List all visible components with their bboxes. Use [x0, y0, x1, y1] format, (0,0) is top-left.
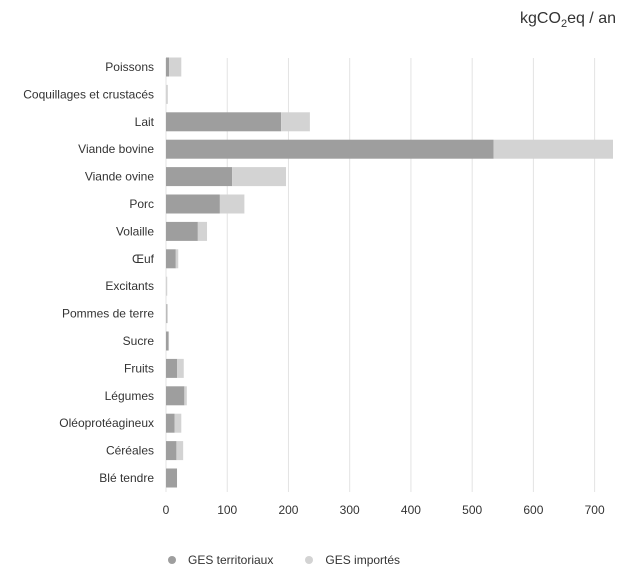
- category-label: Poissons: [105, 60, 154, 74]
- x-axis-tick-labels: 0 100 200 300 400 500 600 700: [163, 503, 605, 517]
- legend-swatch-imported: [305, 556, 314, 564]
- x-tick-label: 600: [523, 503, 543, 517]
- bar-imported: [219, 194, 245, 214]
- bar-imported: [168, 331, 170, 351]
- bar-imported: [184, 386, 187, 406]
- bar-territorial: [166, 249, 176, 269]
- bar-territorial: [166, 413, 175, 433]
- legend-label-imported: GES importés: [325, 553, 401, 567]
- legend-item-imported: GES importés: [305, 553, 400, 567]
- bar-imported: [177, 358, 184, 378]
- legend: GES territoriaux GES importés: [168, 553, 432, 567]
- category-label: Blé tendre: [99, 471, 154, 485]
- category-label: Viande bovine: [78, 142, 154, 156]
- bars-group: [166, 57, 613, 488]
- category-label: Légumes: [105, 389, 154, 403]
- x-tick-label: 400: [401, 503, 421, 517]
- bar-territorial: [166, 386, 185, 406]
- bar-imported: [169, 57, 182, 77]
- x-tick-label: 100: [217, 503, 237, 517]
- category-label: Pommes de terre: [62, 307, 154, 321]
- bar-imported: [176, 441, 184, 461]
- unit-label: kgCO2eq / an: [520, 10, 616, 31]
- bar-territorial: [166, 441, 177, 461]
- bar-imported: [166, 84, 168, 104]
- category-label: Œuf: [132, 252, 155, 266]
- bar-imported: [166, 304, 168, 324]
- bar-imported: [166, 276, 168, 296]
- category-label: Céréales: [106, 444, 154, 458]
- x-tick-label: 0: [163, 503, 170, 517]
- bar-territorial: [166, 167, 233, 187]
- bar-imported: [493, 139, 613, 159]
- legend-swatch-territorial: [168, 556, 176, 564]
- bar-imported: [232, 167, 287, 187]
- category-label: Fruits: [124, 361, 154, 375]
- bar-territorial: [166, 112, 282, 132]
- category-label: Coquillages et crustacés: [23, 87, 154, 101]
- category-label: Porc: [129, 197, 154, 211]
- category-label: Oléoprotéagineux: [59, 416, 154, 430]
- x-tick-label: 500: [462, 503, 482, 517]
- bar-imported: [197, 221, 208, 241]
- bar-territorial: [166, 468, 178, 488]
- bar-imported: [281, 112, 310, 132]
- category-label: Lait: [135, 115, 155, 129]
- bar-territorial: [166, 57, 170, 77]
- legend-item-territorial: GES territoriaux: [168, 553, 273, 567]
- bar-territorial: [166, 194, 220, 214]
- category-label: Sucre: [123, 334, 155, 348]
- bar-imported: [174, 413, 182, 433]
- x-tick-label: 200: [278, 503, 298, 517]
- bar-territorial: [166, 331, 169, 351]
- bar-territorial: [166, 304, 167, 324]
- bar-territorial: [166, 139, 494, 159]
- x-tick-label: 700: [585, 503, 605, 517]
- bar-imported: [175, 249, 179, 269]
- category-label: Excitants: [105, 279, 154, 293]
- bar-territorial: [166, 358, 178, 378]
- category-labels: Poissons Coquillages et crustacés Lait Vian…: [23, 60, 154, 485]
- x-tick-label: 300: [340, 503, 360, 517]
- legend-label-territorial: GES territoriaux: [188, 553, 274, 567]
- category-label: Viande ovine: [85, 170, 154, 184]
- bar-territorial: [166, 221, 198, 241]
- category-label: Volaille: [116, 224, 154, 238]
